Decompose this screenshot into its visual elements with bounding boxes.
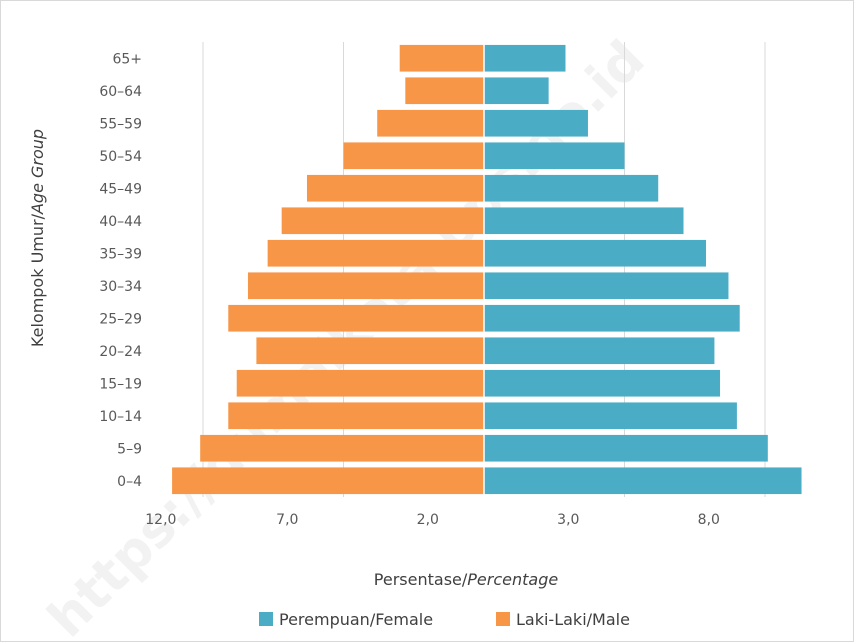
bar-male (228, 402, 484, 430)
y-tick-label: 10–14 (99, 409, 142, 425)
bar-female (484, 44, 566, 72)
y-tick-label: 25–29 (99, 311, 142, 327)
bar-male (281, 207, 484, 235)
y-tick-label: 30–34 (99, 279, 142, 295)
x-tick-labels: 12,0 7,0 2,0 3,0 8,0 (145, 512, 720, 528)
bar-female (484, 109, 588, 137)
x-axis-title-italic: Percentage (467, 570, 558, 589)
legend-label-female: Perempuan/Female (279, 610, 433, 629)
bar-female (484, 207, 684, 235)
y-tick-label: 20–24 (99, 344, 142, 360)
bar-male (399, 44, 484, 72)
bar-male (200, 434, 484, 462)
bar-female (484, 142, 625, 170)
y-tick-label: 45–49 (99, 181, 142, 197)
bar-female (484, 304, 740, 332)
bar-female (484, 369, 721, 397)
bar-male (267, 239, 484, 267)
legend-swatch-male (496, 612, 510, 626)
bar-female (484, 402, 737, 430)
y-tick-label: 65+ (112, 51, 142, 67)
y-tick-label: 55–59 (99, 116, 142, 132)
legend-label-male: Laki-Laki/Male (516, 610, 630, 629)
bar-male (306, 174, 484, 202)
y-tick-label: 50–54 (99, 149, 142, 165)
bar-male (228, 304, 484, 332)
x-axis-title: Persentase/Percentage (374, 570, 559, 589)
y-tick-label: 0–4 (117, 474, 142, 490)
legend: Perempuan/Female Laki-Laki/Male (259, 610, 630, 629)
y-axis-title: Kelompok Umur/Age Group (28, 129, 47, 347)
bar-male (405, 77, 484, 105)
bars (172, 42, 802, 497)
bar-male (247, 272, 484, 300)
bar-male (377, 109, 484, 137)
y-tick-labels: 0–4 5–9 10–14 15–19 20–24 25–29 30–34 35–39 40–4… (99, 51, 142, 490)
x-tick-label: 7,0 (276, 512, 298, 528)
x-tick-label: 12,0 (145, 512, 176, 528)
y-tick-label: 35–39 (99, 246, 142, 262)
y-tick-label: 60–64 (99, 84, 142, 100)
y-axis-title-main: Kelompok Umur/ (28, 213, 47, 347)
bar-female (484, 272, 729, 300)
bar-female (484, 434, 768, 462)
bar-female (484, 467, 802, 495)
x-tick-label: 8,0 (698, 512, 720, 528)
bar-male (172, 467, 484, 495)
y-axis-title-italic: Age Group (28, 129, 47, 215)
x-tick-label: 2,0 (417, 512, 439, 528)
bar-male (236, 369, 484, 397)
bar-male (256, 337, 484, 365)
bar-female (484, 77, 549, 105)
bar-female (484, 174, 659, 202)
y-tick-label: 5–9 (117, 441, 142, 457)
bar-male (343, 142, 484, 170)
bar-female (484, 239, 706, 267)
x-axis-title-main: Persentase/ (374, 570, 468, 589)
bar-female (484, 337, 715, 365)
x-tick-label: 3,0 (557, 512, 579, 528)
legend-swatch-female (259, 612, 273, 626)
y-tick-label: 40–44 (99, 214, 142, 230)
y-tick-label: 15–19 (99, 376, 142, 392)
